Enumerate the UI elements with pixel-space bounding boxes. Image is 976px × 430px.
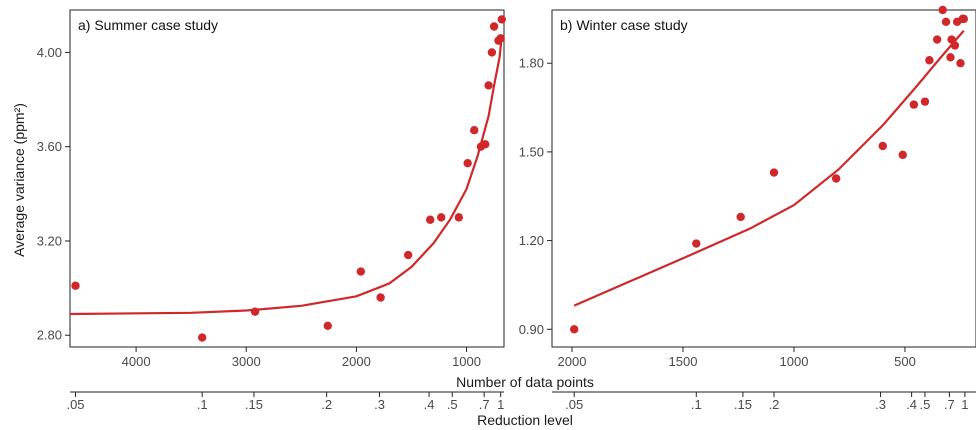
data-point <box>470 125 479 135</box>
reduction-tick-label: .05 <box>66 397 84 412</box>
y-tick-label: 1.50 <box>519 144 544 159</box>
y-tick-label: 4.00 <box>37 45 62 60</box>
data-point <box>946 53 955 62</box>
data-point <box>484 81 493 90</box>
reduction-tick-label: .5 <box>920 397 931 412</box>
reduction-tick-label: .3 <box>875 397 886 412</box>
data-point <box>569 325 579 334</box>
data-point <box>481 140 490 149</box>
data-point <box>376 293 385 302</box>
data-point <box>920 97 930 106</box>
plot-frame-summer <box>69 9 505 348</box>
x-tick-label: 2000 <box>342 354 371 369</box>
reduction-tick-label: 1 <box>497 397 504 412</box>
reduction-axis-label: Reduction level <box>477 412 573 428</box>
x-tick-label: 3000 <box>232 354 261 369</box>
reduction-tick-label: .4 <box>424 397 435 412</box>
reduction-tick-label: .15 <box>245 397 263 412</box>
data-point <box>356 267 366 276</box>
data-point <box>496 34 505 43</box>
reduction-tick-label: .7 <box>479 397 490 412</box>
y-tick-label: 3.20 <box>37 233 62 248</box>
reduction-tick-label: .2 <box>321 397 332 412</box>
data-point <box>454 213 464 222</box>
data-point <box>197 333 207 342</box>
data-point <box>932 35 942 44</box>
data-point <box>489 22 499 31</box>
data-point <box>769 168 779 177</box>
data-point <box>959 14 968 24</box>
reduction-tick-label: .5 <box>447 397 458 412</box>
x-axis-label: Number of data points <box>456 374 594 390</box>
data-point <box>425 215 435 224</box>
data-point <box>250 307 260 316</box>
fit-line-winter <box>573 29 965 307</box>
data-point <box>950 41 960 50</box>
x-tick-label: 1500 <box>669 354 698 369</box>
reduction-tick-label: .15 <box>734 397 752 412</box>
panel-title-summer: a) Summer case study <box>78 17 218 33</box>
panel-summer: a) Summer case study 2.80 3.20 3.60 4.00 40… <box>37 9 506 412</box>
data-point <box>878 141 887 151</box>
data-point <box>736 212 745 222</box>
y-tick-label: 1.80 <box>519 56 544 71</box>
plot-frame-winter <box>551 9 976 348</box>
panel-winter: b) Winter case study 0.90 1.20 1.50 1.80 20… <box>519 5 976 412</box>
data-point <box>463 158 472 168</box>
data-point <box>487 48 497 57</box>
reduction-tick-label: .1 <box>197 397 208 412</box>
reduction-tick-label: .4 <box>906 397 917 412</box>
y-tick-label: 1.20 <box>519 233 544 248</box>
data-point <box>403 250 413 260</box>
data-point <box>323 321 332 330</box>
y-tick-label: 0.90 <box>519 322 544 337</box>
data-point <box>925 56 934 65</box>
y-tick-label: 3.60 <box>37 139 62 154</box>
data-point <box>898 150 907 160</box>
fit-line-summer <box>69 35 503 316</box>
y-tick-label: 2.80 <box>37 328 62 343</box>
x-tick-label: 1000 <box>452 354 481 369</box>
data-point <box>956 59 965 68</box>
reduction-tick-label: .1 <box>691 397 702 412</box>
data-point <box>497 15 506 24</box>
reduction-tick-label: 1 <box>961 397 968 412</box>
x-tick-label: 4000 <box>122 354 151 369</box>
x-tick-label: 1000 <box>780 354 809 369</box>
x-tick-label: 500 <box>894 354 916 369</box>
data-point <box>692 239 701 248</box>
data-point <box>831 174 841 183</box>
data-point <box>938 5 947 15</box>
reduction-tick-label: .2 <box>769 397 780 412</box>
reduction-tick-label: .05 <box>565 397 583 412</box>
data-point <box>941 17 951 27</box>
data-point <box>71 281 80 290</box>
y-axis-label: Average variance (ppm²) <box>11 103 27 257</box>
reduction-tick-label: .3 <box>374 397 385 412</box>
data-point <box>437 213 446 222</box>
data-point <box>909 100 919 109</box>
x-tick-label: 2000 <box>558 354 587 369</box>
reduction-tick-label: .7 <box>944 397 955 412</box>
panel-title-winter: b) Winter case study <box>560 17 688 33</box>
